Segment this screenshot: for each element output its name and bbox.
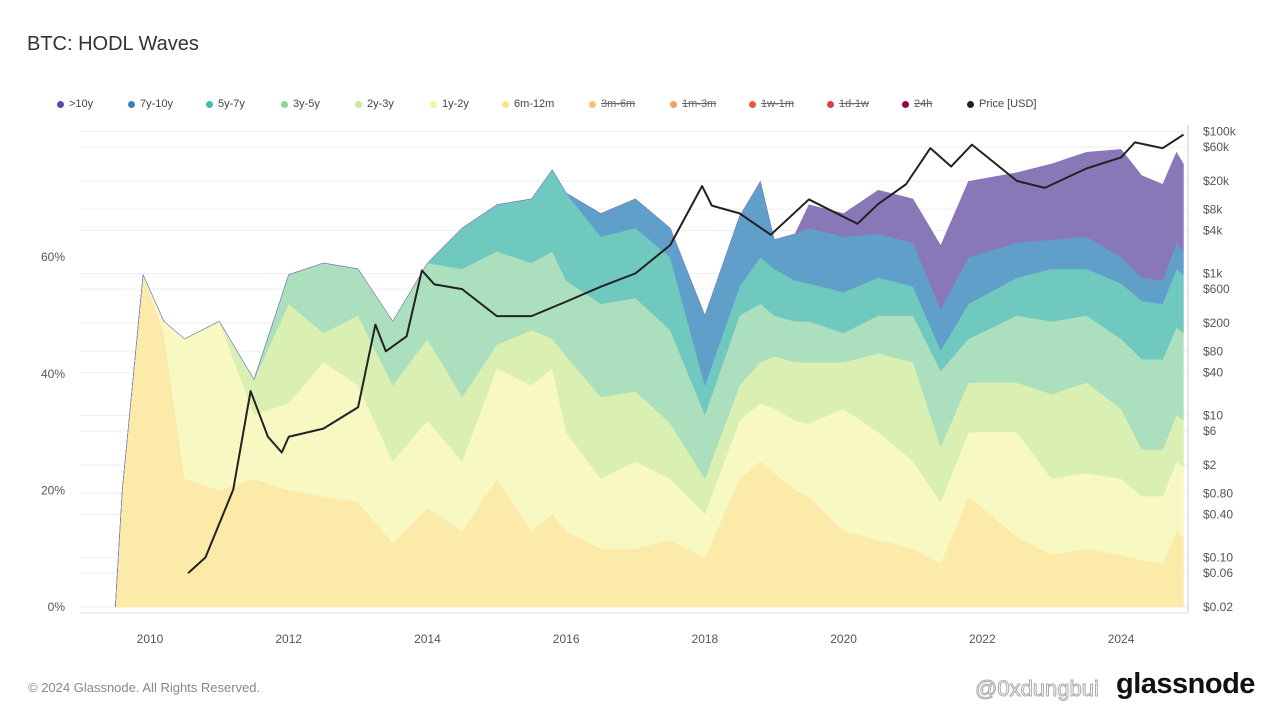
- legend-label: 24h: [914, 98, 933, 110]
- y-right-tick-label: $0.80: [1203, 486, 1233, 500]
- y-right-tick-label: $0.40: [1203, 508, 1233, 522]
- legend-item-1w-1m[interactable]: 1w-1m: [749, 98, 794, 110]
- y-right-tick-label: $1k: [1203, 266, 1223, 280]
- y-right-tick-label: $6: [1203, 424, 1217, 438]
- legend-dot-icon: [749, 100, 756, 108]
- legend-dot-icon: [967, 100, 974, 108]
- x-tick-label: 2016: [553, 632, 580, 646]
- legend-label: 5y-7y: [218, 98, 245, 110]
- legend-dot-icon: [57, 100, 64, 108]
- legend-label: 1y-2y: [442, 98, 469, 110]
- watermark: @0xdungbui: [975, 676, 1100, 702]
- legend-dot-icon: [502, 100, 509, 108]
- x-tick-label: 2024: [1108, 632, 1135, 646]
- axes: 2010 2012 2014 2016 2018 2020 2022 2024 0% 20% 40%…: [41, 124, 1237, 646]
- legend-dot-icon: [902, 100, 909, 108]
- chart-title: BTC: HODL Waves: [27, 33, 199, 55]
- area--10y: [115, 149, 1184, 608]
- legend-label: 1w-1m: [761, 98, 795, 110]
- y-right-tick-label: $60k: [1203, 140, 1230, 154]
- legend-item-2y-3y[interactable]: 2y-3y: [355, 98, 394, 110]
- y-right-tick-label: $2: [1203, 458, 1217, 472]
- x-tick-label: 2010: [137, 632, 164, 646]
- y-right-tick-label: $0.06: [1203, 566, 1233, 580]
- y-right-tick-label: $0.02: [1203, 600, 1233, 614]
- legend-label: >10y: [69, 98, 94, 110]
- legend-dot-icon: [670, 100, 677, 108]
- stacked-areas: [115, 149, 1184, 608]
- x-tick-label: 2014: [414, 632, 441, 646]
- y-right-tick-label: $4k: [1203, 224, 1223, 238]
- y-right-tick-label: $40: [1203, 366, 1223, 380]
- y-right-tick-label: $200: [1203, 316, 1230, 330]
- legend-item-5y-7y[interactable]: 5y-7y: [206, 98, 245, 110]
- legend-dot-icon: [128, 100, 135, 108]
- y-left-tick-label: 20%: [41, 483, 65, 497]
- y-right-tick-label: $0.10: [1203, 550, 1233, 564]
- y-right-tick-label: $10: [1203, 408, 1223, 422]
- legend-label: 1m-3m: [682, 98, 717, 110]
- legend-item-6m-12m[interactable]: 6m-12m: [502, 98, 554, 110]
- price-line: [187, 133, 1185, 574]
- y-left-tick-label: 60%: [41, 250, 65, 264]
- copyright-footer: © 2024 Glassnode. All Rights Reserved.: [28, 680, 261, 695]
- price-line-group: [187, 133, 1185, 574]
- legend-label: 1d-1w: [839, 98, 869, 110]
- legend-dot-icon: [589, 100, 596, 108]
- legend-item-7y-10y[interactable]: 7y-10y: [128, 98, 173, 110]
- legend-dot-icon: [827, 100, 834, 108]
- x-tick-label: 2022: [969, 632, 996, 646]
- legend-item-1y-2y[interactable]: 1y-2y: [430, 98, 469, 110]
- glassnode-logo: glassnode: [1116, 668, 1255, 700]
- legend-dot-icon: [206, 100, 213, 108]
- x-tick-label: 2012: [275, 632, 302, 646]
- y-right-tick-label: $20k: [1203, 174, 1230, 188]
- y-left-tick-label: 0%: [48, 600, 66, 614]
- legend-dot-icon: [281, 100, 288, 108]
- y-right-tick-label: $8k: [1203, 202, 1223, 216]
- legend-dot-icon: [355, 100, 362, 108]
- legend-item-1m-3m[interactable]: 1m-3m: [670, 98, 716, 110]
- legend-dot-icon: [430, 100, 437, 108]
- x-tick-label: 2020: [830, 632, 857, 646]
- legend-label: 7y-10y: [140, 98, 174, 110]
- x-tick-label: 2018: [692, 632, 719, 646]
- y-right-tick-label: $80: [1203, 344, 1223, 358]
- legend-label: 6m-12m: [514, 98, 555, 110]
- y-left-tick-label: 40%: [41, 367, 65, 381]
- legend-item-3m-6m[interactable]: 3m-6m: [589, 98, 635, 110]
- legend-label: 2y-3y: [367, 98, 394, 110]
- legend-label: 3y-5y: [293, 98, 320, 110]
- y-right-tick-label: $100k: [1203, 124, 1237, 138]
- legend-item-1d-1w[interactable]: 1d-1w: [827, 98, 869, 110]
- legend-item-3y-5y[interactable]: 3y-5y: [281, 98, 320, 110]
- legend-item-24h[interactable]: 24h: [902, 98, 932, 110]
- legend-item-price-usd-[interactable]: Price [USD]: [967, 98, 1036, 110]
- legend-label: 3m-6m: [601, 98, 636, 110]
- y-right-tick-label: $600: [1203, 282, 1230, 296]
- legend-label: Price [USD]: [979, 98, 1037, 110]
- legend-item--10y[interactable]: >10y: [57, 98, 93, 110]
